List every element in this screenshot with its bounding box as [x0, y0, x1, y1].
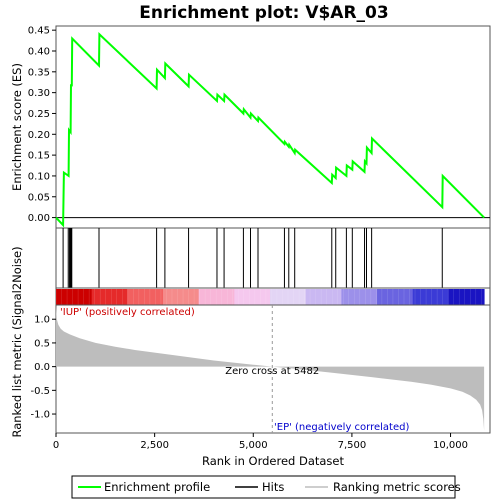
es-y-tick-label: 0.25: [28, 109, 50, 120]
heatmap-cell: [56, 289, 93, 305]
metric-y-tick-label: 0.5: [34, 338, 50, 349]
es-y-tick-label: 0.15: [28, 151, 50, 162]
es-y-tick-label: 0.40: [28, 46, 50, 57]
x-ticks: 0 2,500 5,000 7,500 10,000: [53, 433, 468, 451]
metric-y-tick-label: 1.0: [34, 315, 50, 326]
hit-markers: [62, 228, 443, 288]
x-tick-label: 10,000: [433, 440, 468, 451]
heatmap-cell: [341, 289, 378, 305]
heatmap-cell: [412, 289, 449, 305]
es-y-tick-label: 0.00: [28, 213, 50, 224]
heatmap-cell: [234, 289, 271, 305]
metric-y-ticks: 1.0 0.5 0.0 -0.5 -1.0: [30, 315, 56, 421]
heatmap-cell: [163, 289, 200, 305]
heatmap-cell: [377, 289, 414, 305]
zero-cross-label: Zero cross at 5482: [225, 366, 319, 377]
heatmap-cell: [127, 289, 164, 305]
es-panel-frame: [55, 25, 491, 229]
heatmap-cell: [270, 289, 307, 305]
es-y-tick-label: 0.05: [28, 192, 50, 203]
metric-area: [56, 305, 485, 431]
x-tick-label: 7,500: [338, 440, 367, 451]
legend-box: [71, 475, 456, 499]
x-tick-label: 2,500: [140, 440, 169, 451]
es-axis-label: Enrichment score (ES): [10, 63, 24, 191]
heatmap-cell: [91, 289, 128, 305]
es-y-tick-label: 0.20: [28, 130, 50, 141]
es-y-tick-label: 0.10: [28, 171, 50, 182]
metric-y-tick-label: -1.0: [30, 410, 50, 421]
x-tick-label: 0: [53, 440, 59, 451]
heatmap-cell: [198, 289, 235, 305]
metric-y-tick-label: 0.0: [34, 362, 50, 373]
legend-profile-label: Enrichment profile: [104, 480, 210, 494]
legend-metric-label: Ranking metric scores: [333, 480, 461, 494]
es-y-ticks: 0.00 0.05 0.10 0.15 0.20 0.25 0.30 0.35 0.40 0.45: [28, 26, 56, 224]
metric-axis-label: Ranked list metric (Signal2Noise): [10, 246, 24, 437]
hits-panel-frame: [55, 227, 491, 289]
legend-hits-label: Hits: [262, 480, 284, 494]
negative-correlation-label: 'EP' (negatively correlated): [274, 422, 409, 433]
es-y-tick-label: 0.35: [28, 67, 50, 78]
heatmap-cell: [448, 289, 485, 305]
es-y-tick-label: 0.30: [28, 88, 50, 99]
heatmap-cell: [305, 289, 342, 305]
x-tick-label: 5,000: [239, 440, 268, 451]
x-axis-label: Rank in Ordered Dataset: [202, 454, 345, 468]
chart-title: Enrichment plot: V$AR_03: [139, 3, 388, 23]
positive-correlation-label: 'IUP' (positively correlated): [60, 307, 195, 318]
es-y-tick-label: 0.45: [28, 26, 50, 37]
metric-y-tick-label: -0.5: [30, 386, 50, 397]
rank-heatmap: [55, 289, 485, 305]
es-profile-line: [55, 32, 485, 228]
